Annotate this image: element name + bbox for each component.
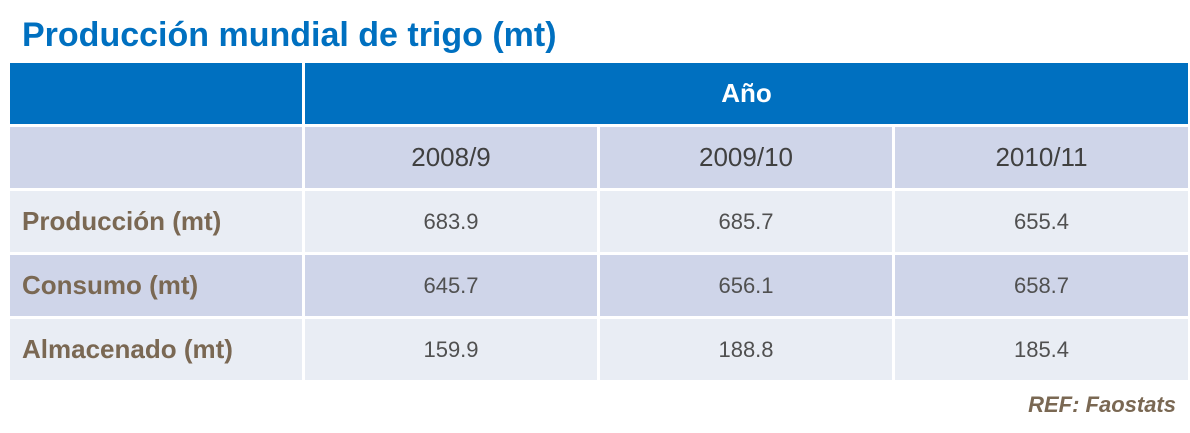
table: Año 2008/9 2009/10 2010/11 Producción (mt) 6…: [10, 63, 1188, 380]
column-header: 2008/9: [305, 127, 597, 188]
row-label: Producción (mt): [10, 191, 302, 252]
cell-value: 159.9: [305, 319, 597, 380]
cell-value: 185.4: [895, 319, 1188, 380]
cell-value: 656.1: [600, 255, 892, 316]
cell-value: 645.7: [305, 255, 597, 316]
header-corner: [10, 63, 302, 124]
cell-value: 683.9: [305, 191, 597, 252]
cell-value: 655.4: [895, 191, 1188, 252]
cell-value: 658.7: [895, 255, 1188, 316]
cell-value: 685.7: [600, 191, 892, 252]
year-corner: [10, 127, 302, 188]
reference: REF: Faostats: [1028, 392, 1176, 417]
column-header: 2009/10: [600, 127, 892, 188]
cell-value: 188.8: [600, 319, 892, 380]
row-label: Almacenado (mt): [10, 319, 302, 380]
title: Producción mundial de trigo (mt): [22, 16, 557, 54]
header: Año: [305, 63, 1188, 124]
row-label: Consumo (mt): [10, 255, 302, 316]
column-header: 2010/11: [895, 127, 1188, 188]
